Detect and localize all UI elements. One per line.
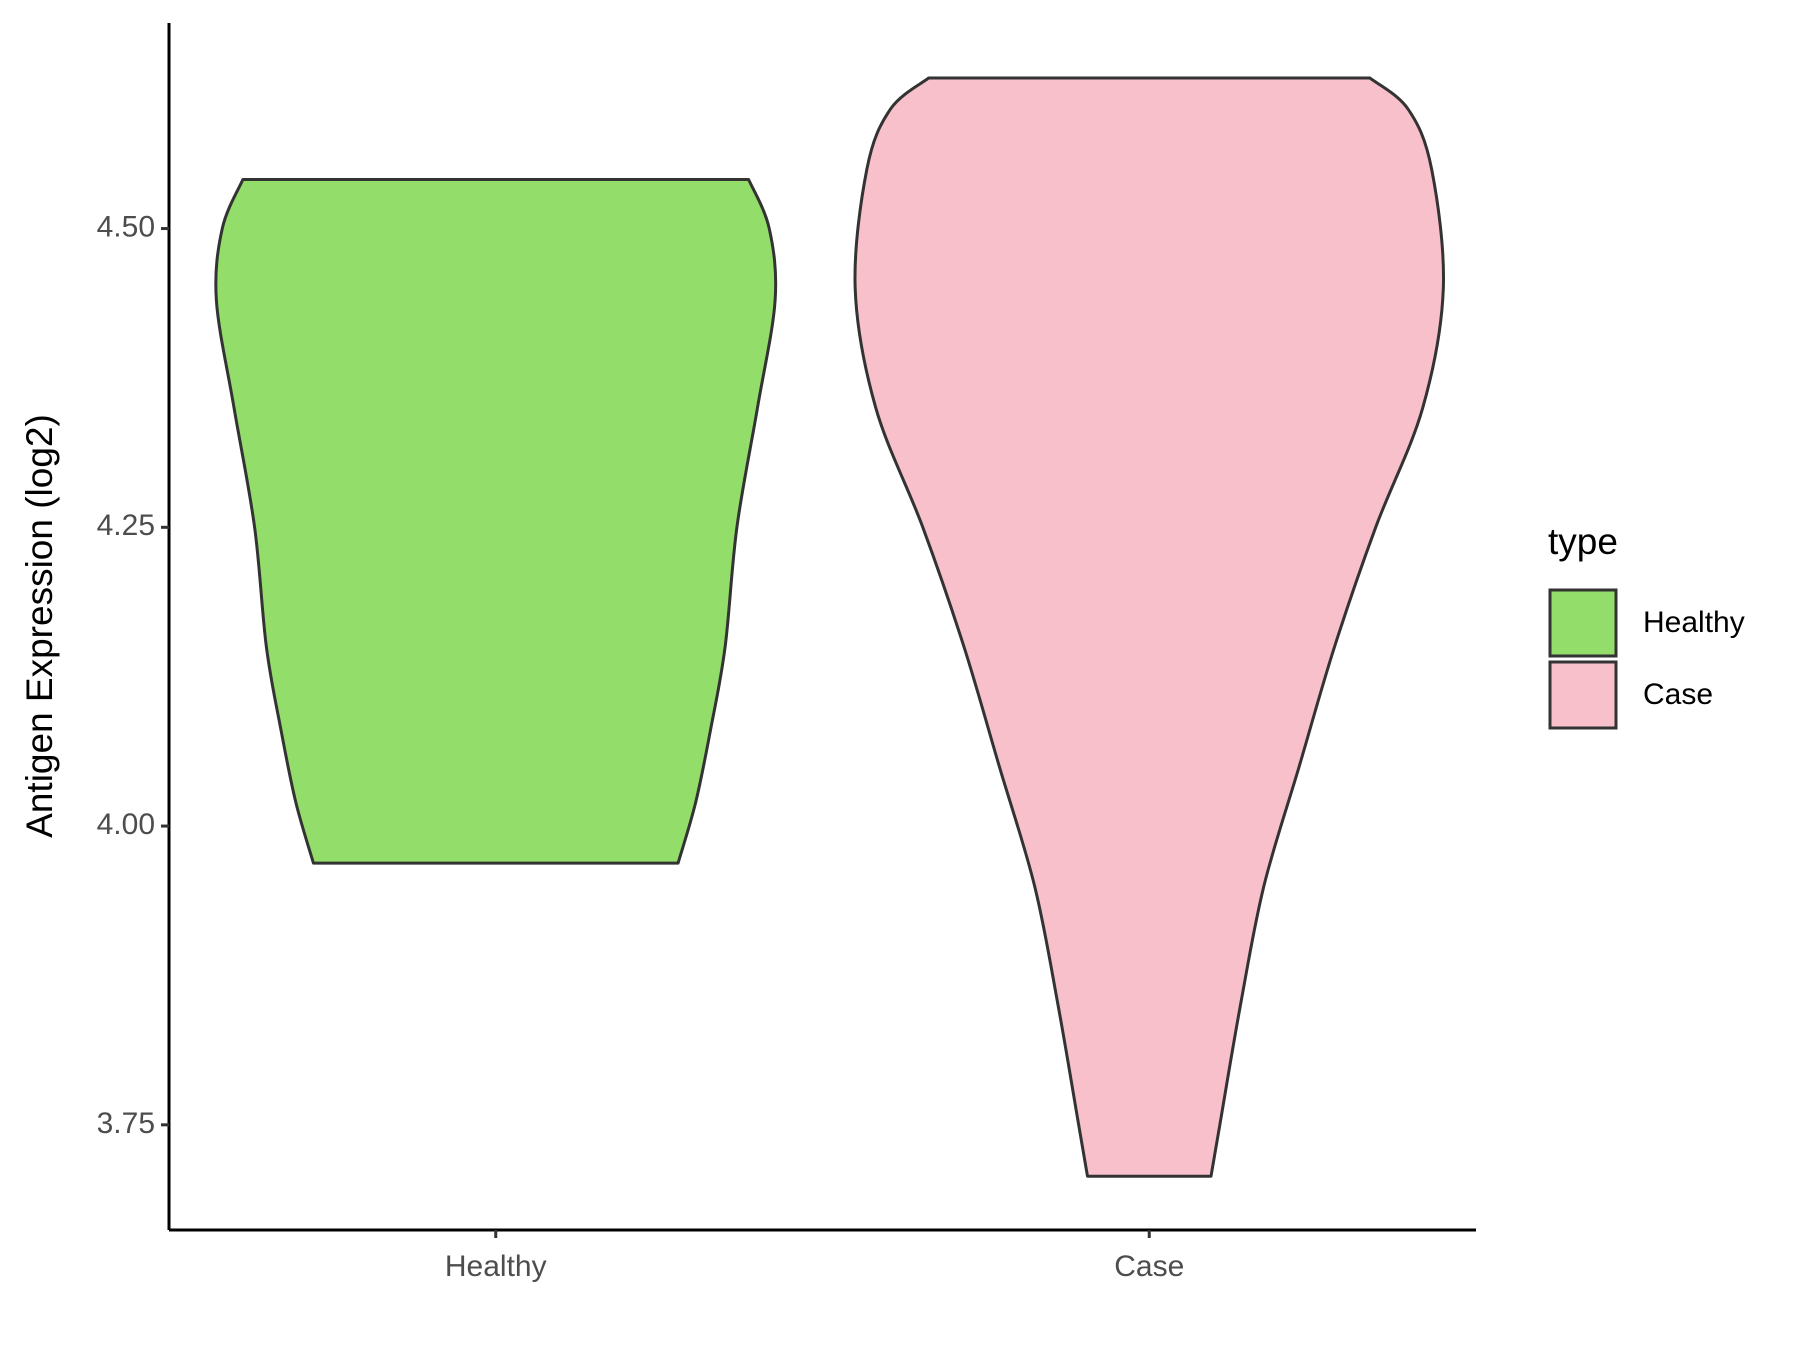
y-tick-label: 4.50 [97, 210, 155, 243]
x-tick-label: Case [1114, 1250, 1184, 1283]
y-tick-label: 3.75 [97, 1107, 155, 1140]
y-tick-label: 4.25 [97, 509, 155, 542]
y-tick-label: 4.00 [97, 808, 155, 841]
x-tick-label: Healthy [445, 1250, 547, 1283]
legend-key [1548, 588, 1618, 658]
legend-label: Healthy [1643, 606, 1745, 639]
y-axis-label: Antigen Expression (log2) [19, 414, 60, 838]
violin [853, 76, 1446, 1178]
legend-label: Case [1643, 678, 1713, 711]
legend-key [1548, 660, 1618, 730]
violin [214, 178, 778, 865]
legend-title: type [1548, 521, 1618, 562]
